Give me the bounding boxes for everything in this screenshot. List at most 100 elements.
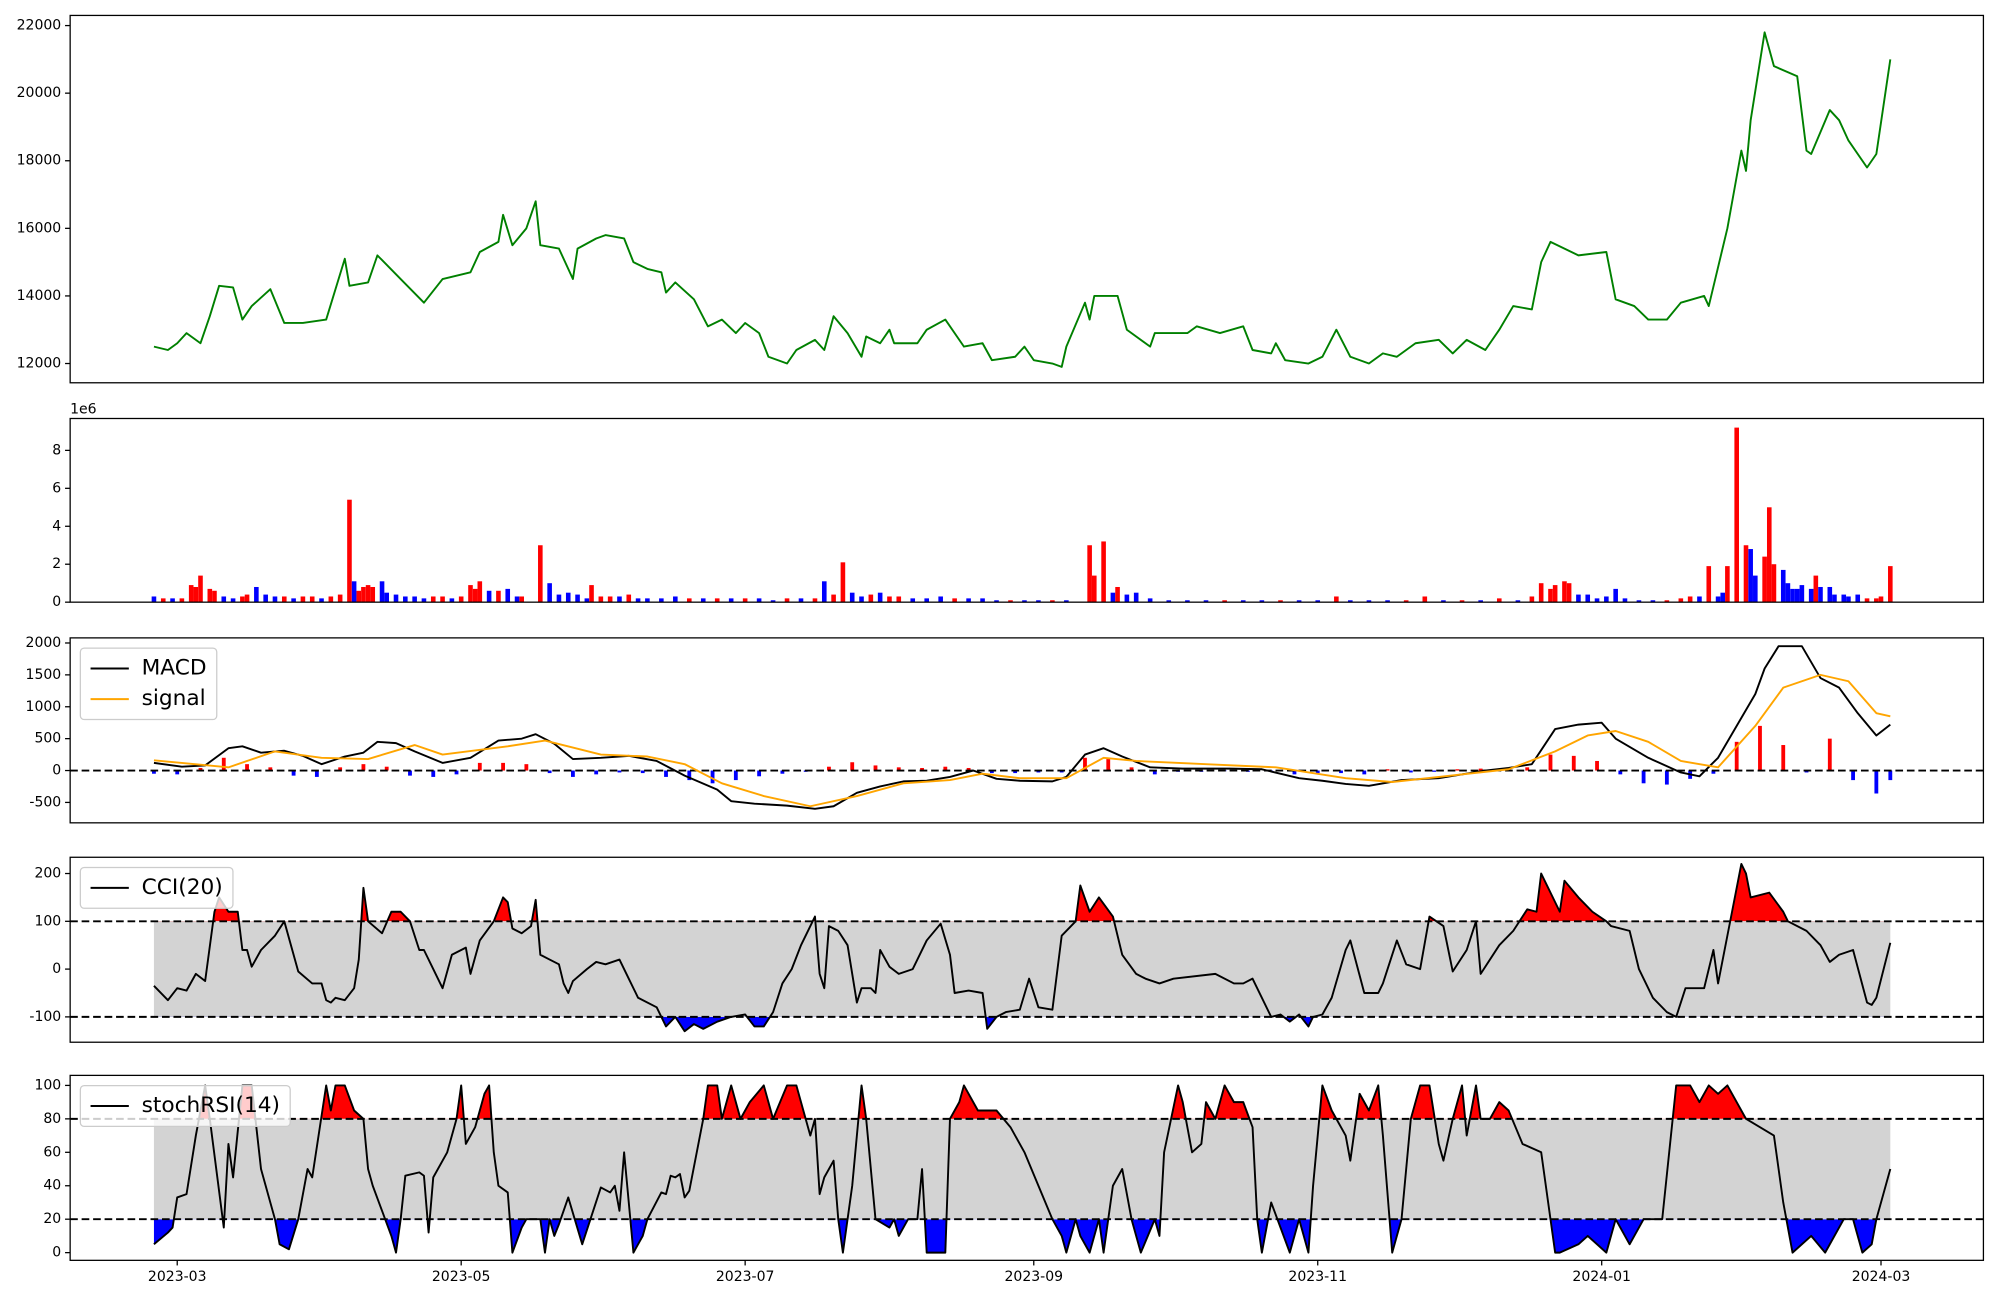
volume-bar <box>1385 600 1390 603</box>
volume-bar <box>1185 600 1190 603</box>
volume-bar <box>393 594 399 603</box>
volume-bar <box>514 596 520 603</box>
volume-bar <box>980 598 985 603</box>
volume-bar <box>300 596 306 603</box>
histogram-bar <box>989 770 994 774</box>
y-tick-label: 0 <box>52 961 61 977</box>
histogram-bar <box>1525 767 1530 771</box>
histogram-bar <box>1013 770 1018 774</box>
volume-bar <box>179 598 185 603</box>
y-tick-label: 4 <box>52 518 61 534</box>
volume-bar <box>1222 600 1227 603</box>
volume-bar <box>607 596 613 603</box>
volume-bar <box>1780 569 1786 603</box>
volume-bar <box>1622 598 1628 603</box>
volume-bar <box>1110 592 1116 603</box>
y-tick-label: 40 <box>43 1178 61 1194</box>
volume-bar <box>384 592 389 603</box>
volume-bar <box>584 598 590 603</box>
volume-bar <box>896 596 902 603</box>
volume-bar <box>309 596 315 603</box>
volume-bar <box>938 596 943 603</box>
volume-bar <box>617 596 622 603</box>
volume-bar <box>505 588 511 603</box>
volume-bar <box>188 585 194 603</box>
legend-label: CCI(20) <box>142 875 223 900</box>
histogram-bar <box>850 762 855 771</box>
histogram-bar <box>1315 770 1320 774</box>
volume-bar <box>1441 600 1446 603</box>
volume-bar <box>598 596 604 603</box>
volume-bar <box>1050 600 1055 603</box>
volume-bar <box>1240 600 1246 603</box>
histogram-bar <box>175 770 180 775</box>
volume-bar <box>840 562 846 603</box>
volume-bar <box>565 592 571 603</box>
volume-bar <box>635 598 641 603</box>
histogram-bar <box>896 767 901 771</box>
legend-label: stochRSI(14) <box>142 1093 280 1118</box>
histogram-bar <box>1385 769 1390 771</box>
volume-bar <box>1734 427 1739 603</box>
volume-bar <box>1604 596 1609 603</box>
panel: 12000 14000 16000 18000 20000 22000 <box>17 14 1985 384</box>
histogram-bar <box>1152 770 1157 775</box>
volume-bar <box>370 586 376 603</box>
histogram-bar <box>338 767 343 771</box>
volume-bar <box>1613 588 1618 603</box>
volume-bar <box>1594 598 1600 603</box>
volume-bar <box>244 594 250 603</box>
histogram-bar <box>1781 745 1786 771</box>
histogram-bar <box>1827 738 1832 771</box>
histogram-bar <box>1851 770 1855 781</box>
legend-box <box>79 866 234 909</box>
y-tick-label: 200 <box>34 866 61 882</box>
volume-bar <box>221 596 227 603</box>
histogram-bar <box>640 770 645 774</box>
histogram-bar <box>827 766 831 771</box>
volume-bar <box>1552 585 1558 603</box>
volume-bar <box>1743 545 1749 603</box>
volume-bar <box>742 598 748 603</box>
volume-bar <box>1091 575 1097 603</box>
x-tick-label: 2023-11 <box>1288 1269 1347 1285</box>
volume-bar <box>910 598 916 603</box>
volume-bar <box>1366 600 1372 603</box>
legend-box <box>79 647 218 721</box>
histogram-bar <box>314 770 319 777</box>
histogram-bar <box>966 767 971 771</box>
volume-bar <box>160 598 166 603</box>
volume-bar <box>1818 586 1823 603</box>
histogram-bar <box>221 757 226 771</box>
series-line <box>153 863 1892 1033</box>
histogram-bar <box>291 770 296 776</box>
volume-bar <box>1566 583 1572 603</box>
volume-bar <box>1753 575 1758 603</box>
volume-bar <box>1203 600 1209 603</box>
volume-bar <box>1790 588 1795 603</box>
x-tick-label: 2024-01 <box>1572 1269 1631 1285</box>
volume-bar <box>1529 596 1535 603</box>
y-tick-label: 22000 <box>17 18 62 34</box>
histogram-bar <box>1734 741 1739 771</box>
volume-bar <box>193 586 199 603</box>
volume-bar <box>994 600 999 603</box>
x-tick-label: 2023-07 <box>716 1269 775 1285</box>
volume-bar <box>538 545 543 603</box>
volume-bar <box>1841 594 1847 603</box>
histogram-bar <box>1641 770 1646 784</box>
volume-bar <box>319 598 324 603</box>
volume-bar <box>328 596 334 603</box>
histogram-bar <box>617 770 622 773</box>
volume-bar <box>1576 594 1581 603</box>
volume-bar <box>589 585 594 603</box>
panel-frame <box>69 637 1985 824</box>
y-tick-label: 100 <box>34 913 61 929</box>
volume-bar <box>859 596 864 603</box>
panel-frame <box>69 1074 1985 1261</box>
volume-bar <box>798 598 804 603</box>
volume-bar <box>151 596 157 603</box>
y-tick-label: 14000 <box>17 288 62 304</box>
volume-bar <box>1878 596 1884 603</box>
histogram-bar <box>1362 770 1367 775</box>
